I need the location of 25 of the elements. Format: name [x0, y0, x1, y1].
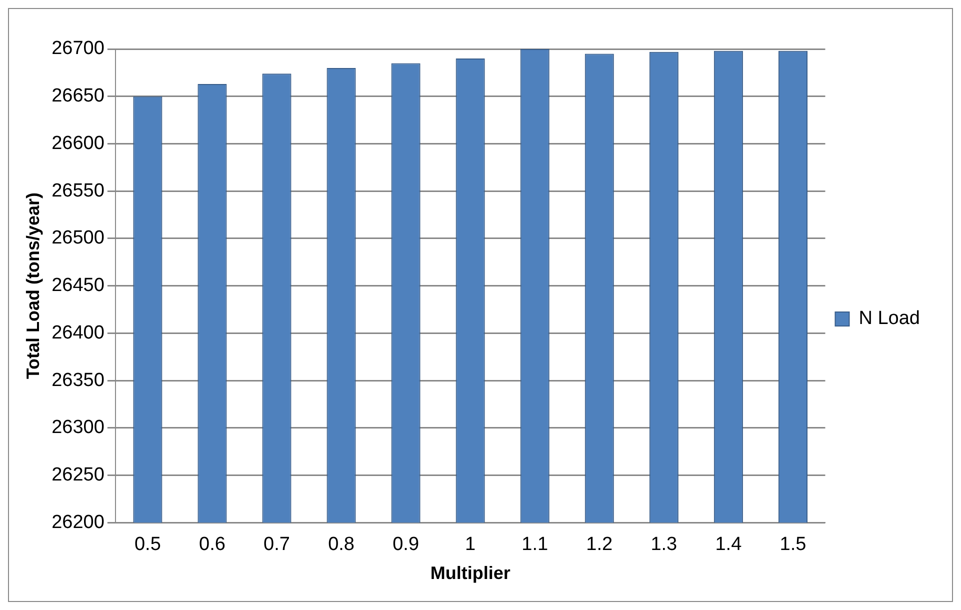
x-tick-label: 1.4 [715, 534, 742, 556]
x-tick-label: 1.2 [586, 534, 613, 556]
x-tick-label: 0.9 [392, 534, 420, 556]
y-tick-label: 26700 [52, 38, 104, 60]
x-tick-label: 1 [465, 534, 476, 556]
y-tick-label: 26400 [52, 322, 104, 344]
y-tick-label: 26350 [52, 370, 104, 391]
y-tick-label: 26200 [52, 512, 104, 533]
y-tick-label: 26250 [52, 464, 104, 486]
y-axis-title: Total Load (tons/year) [22, 192, 43, 380]
legend-label: N Load [858, 308, 920, 330]
x-tick-label: 0.7 [264, 534, 290, 556]
y-tick-label: 26500 [52, 228, 104, 249]
x-tick-label: 1.5 [780, 534, 806, 556]
x-axis-title: Multiplier [430, 563, 510, 584]
y-tick-label: 26650 [52, 86, 104, 107]
y-tick-label: 26600 [52, 132, 104, 154]
x-tick-label: 0.5 [134, 534, 161, 556]
x-tick-label: 0.8 [328, 534, 354, 556]
x-tick-label: 1.3 [650, 534, 678, 556]
x-tick-label: 1.1 [522, 534, 548, 556]
y-tick-label: 26300 [52, 417, 104, 438]
y-tick-label: 26550 [52, 180, 104, 202]
y-tick-label: 26450 [52, 275, 104, 296]
x-tick-label: 0.6 [199, 534, 226, 556]
